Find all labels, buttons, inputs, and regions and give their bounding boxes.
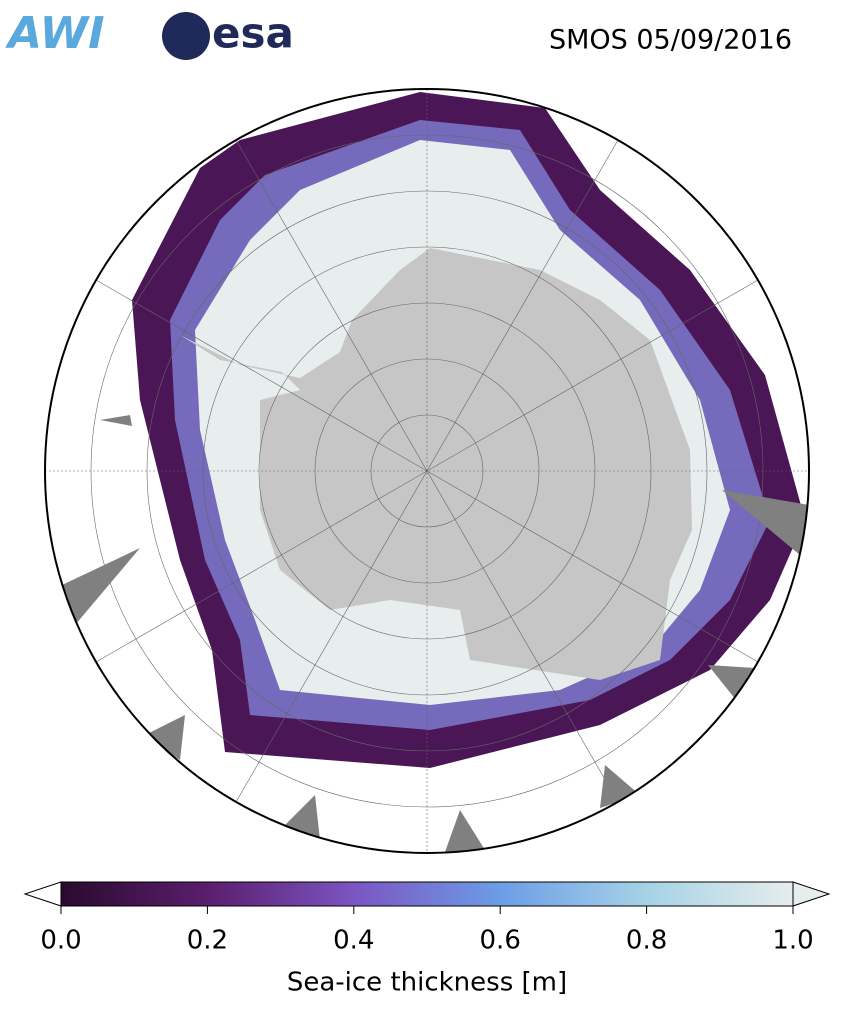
- colorbar-extend-high: [792, 881, 831, 907]
- map-frame: [44, 88, 810, 854]
- colorbar-tick-label: 0.4: [333, 926, 374, 956]
- colorbar: [60, 881, 794, 907]
- colorbar-label: Sea-ice thickness [m]: [287, 968, 567, 998]
- colorbar-tick-label: 0.6: [480, 926, 521, 956]
- continent: [180, 248, 692, 680]
- colorbar-tick-label: 0.8: [626, 926, 667, 956]
- awi-logo: AWI: [5, 8, 105, 59]
- graticule: [45, 89, 809, 853]
- colorbar-tick-label: 1.0: [772, 926, 813, 956]
- map: [45, 89, 809, 853]
- esa-logo-icon: [162, 12, 210, 60]
- title: SMOS 05/09/2016: [549, 25, 792, 56]
- esa-logo: esa: [212, 9, 294, 58]
- colorbar-tick-label: 0.2: [187, 926, 228, 956]
- colorbar-tick-label: 0.0: [40, 926, 81, 956]
- colorbar-extend-low: [23, 881, 62, 907]
